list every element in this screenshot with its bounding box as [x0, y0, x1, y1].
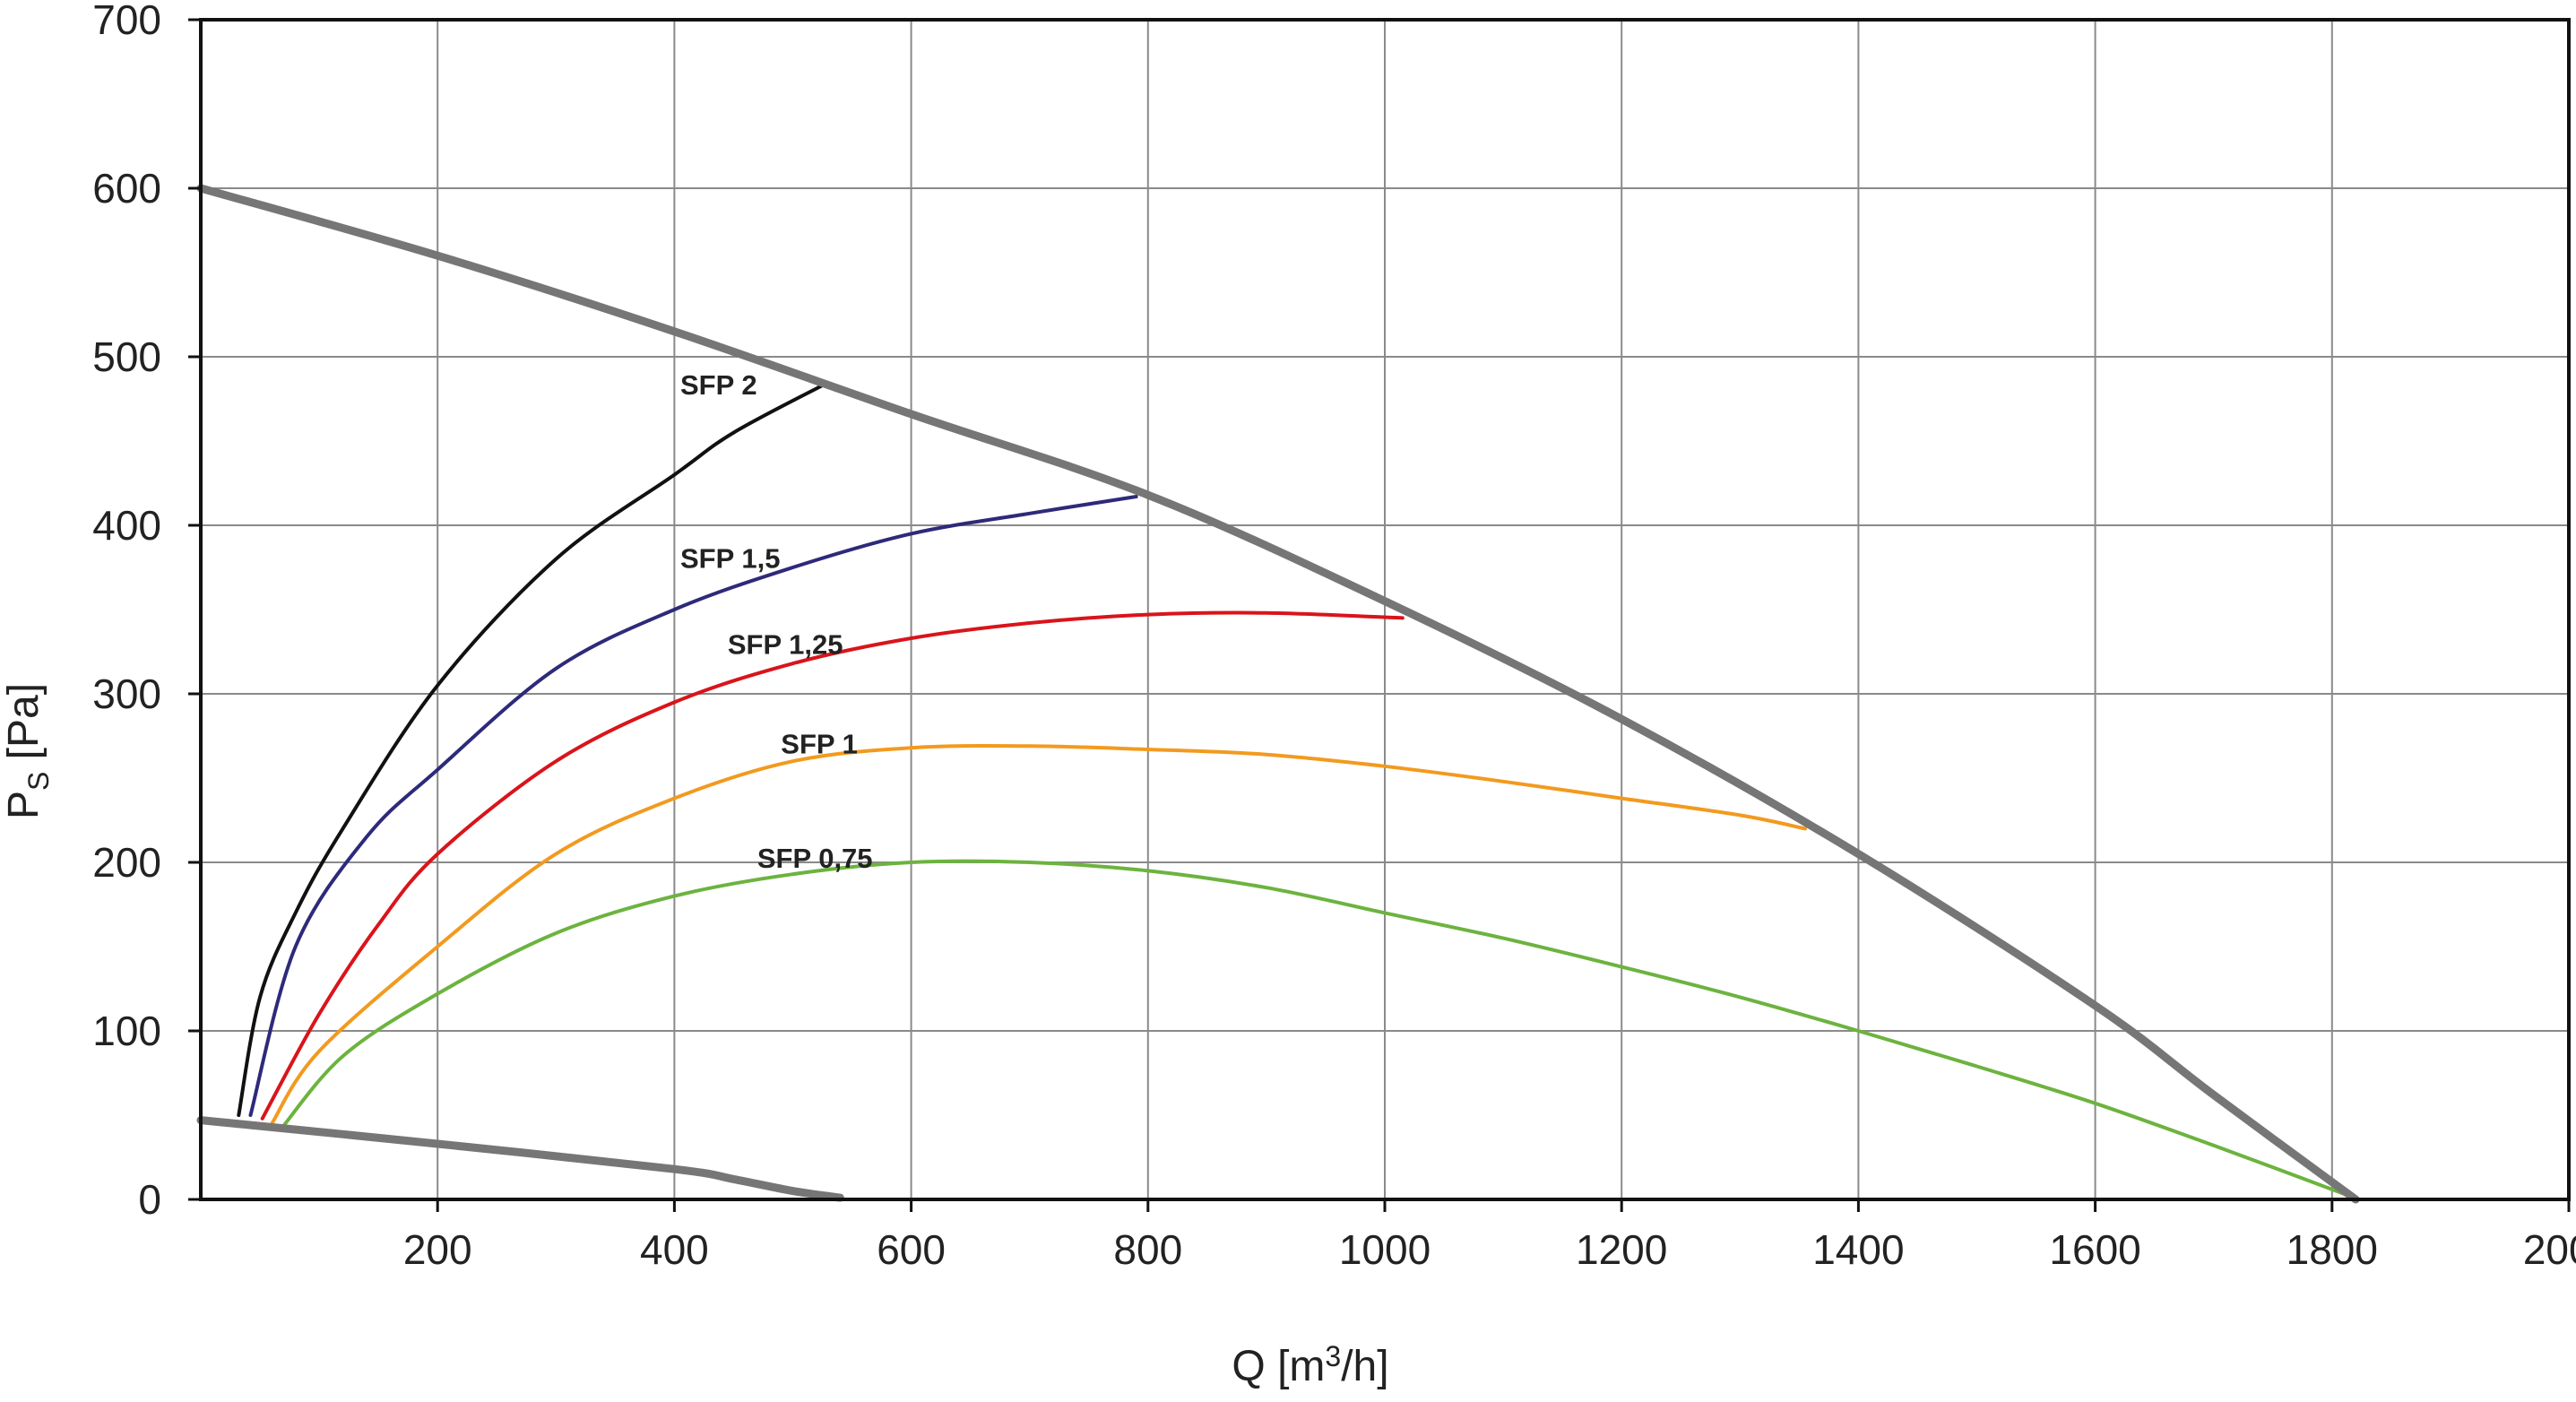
series-line-sfp-1 — [270, 744, 1807, 1126]
tick-layer: 200 400 600 800 1000 1200 1400 1600 1800 2000 0 100… — [92, 0, 2576, 1273]
series-label-sfp-1-5: SFP 1,5 — [680, 543, 780, 575]
x-axis-label: Q [m3/h] — [1232, 1340, 1388, 1390]
series-line-sfp-2 — [237, 384, 825, 1117]
y-tick-label-600: 600 — [92, 165, 161, 212]
series-line-fan-max — [196, 184, 2360, 1204]
x-tick-label-1800: 1800 — [2286, 1226, 2378, 1273]
y-tick-label-400: 400 — [92, 502, 161, 549]
x-tick-label-1000: 1000 — [1339, 1226, 1431, 1273]
series-line-sfp-0-75 — [279, 859, 2352, 1199]
series-line-sfp-1-5 — [248, 495, 1138, 1117]
y-axis-label: PS [Pa] — [0, 683, 55, 819]
series-label-sfp-0-75: SFP 0,75 — [757, 843, 873, 874]
x-tick-label-1200: 1200 — [1576, 1226, 1667, 1273]
series-label-sfp-2: SFP 2 — [680, 369, 757, 401]
series-line-sfp-1-25 — [260, 610, 1405, 1121]
y-tick-label-100: 100 — [92, 1008, 161, 1054]
x-tick-label-1400: 1400 — [1812, 1226, 1904, 1273]
series-layer — [196, 184, 2360, 1204]
x-tick-label-800: 800 — [1113, 1226, 1182, 1273]
grid-layer — [201, 20, 2569, 1199]
y-tick-label-0: 0 — [138, 1176, 161, 1223]
x-tick-label-400: 400 — [640, 1226, 709, 1273]
x-tick-label-1600: 1600 — [2049, 1226, 2140, 1273]
series-label-layer: SFP 2 SFP 1,5 SFP 1,25 SFP 1 SFP 0,75 — [680, 369, 873, 874]
x-tick-label-2000: 2000 — [2523, 1226, 2576, 1273]
y-tick-label-700: 700 — [92, 0, 161, 43]
series-label-sfp-1: SFP 1 — [781, 728, 858, 759]
y-tick-label-300: 300 — [92, 671, 161, 717]
series-label-sfp-1-25: SFP 1,25 — [728, 628, 843, 660]
x-tick-label-200: 200 — [403, 1226, 472, 1273]
y-tick-label-200: 200 — [92, 839, 161, 886]
y-tick-label-500: 500 — [92, 333, 161, 380]
series-line-fan-min — [196, 1116, 844, 1202]
x-tick-label-600: 600 — [877, 1226, 946, 1273]
